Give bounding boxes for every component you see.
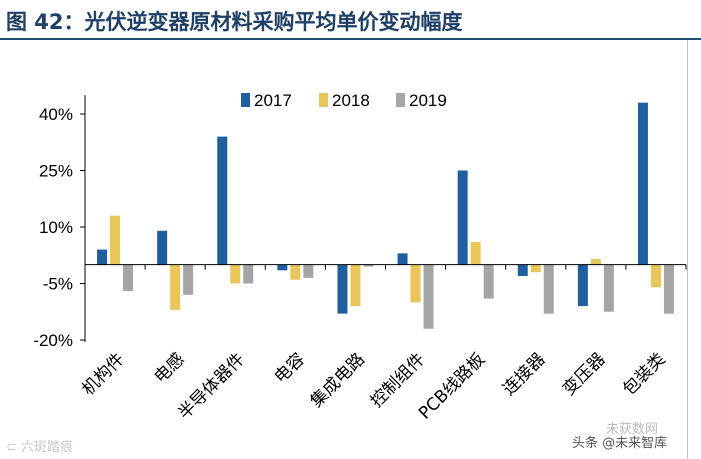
bar-2017-2 (217, 136, 228, 265)
bar-2017-6 (457, 170, 468, 265)
y-tick-label: 10% (39, 218, 73, 237)
bar-2018-3 (290, 264, 301, 280)
bar-2017-8 (577, 264, 588, 307)
y-tick-label: 25% (39, 162, 73, 181)
bar-2018-0 (110, 215, 121, 265)
y-tick-label: -5% (43, 275, 73, 294)
bar-2018-5 (410, 264, 421, 303)
chart-title: 图 42：光伏逆变器原材料采购平均单价变动幅度 (6, 10, 463, 34)
bar-2018-4 (350, 264, 361, 307)
chart-frame (0, 40, 688, 459)
title-bar: 图 42：光伏逆变器原材料采购平均单价变动幅度 (0, 0, 701, 40)
watermark-right-1: 未获数网 (606, 422, 659, 437)
bar-2019-2 (243, 264, 254, 284)
bar-2017-1 (157, 230, 168, 265)
bar-2018-9 (650, 264, 661, 288)
bar-2018-2 (230, 264, 241, 284)
bar-2017-0 (97, 249, 108, 265)
x-category-label: 连接器 (499, 349, 549, 399)
x-category-label: 控制组件 (367, 349, 429, 411)
x-category-label: 集成电路 (307, 349, 369, 411)
bar-2019-1 (183, 264, 194, 295)
bar-2019-0 (123, 264, 134, 292)
bar-2018-1 (170, 264, 181, 310)
y-axis: 40% 25% 10% -5% -20% (33, 95, 86, 350)
watermark-right-2: 头条 @未来智库 (572, 436, 668, 451)
x-category-label: 机构件 (78, 349, 128, 399)
bar-2017-5 (397, 253, 408, 265)
bar-2018-8 (590, 259, 601, 265)
legend-swatch-2018 (319, 93, 328, 107)
y-tick-label: -20% (33, 331, 73, 350)
x-category-label: 包装类 (619, 349, 669, 399)
bar-2018-7 (530, 264, 541, 273)
legend: 2017 2018 2019 (241, 91, 447, 110)
bar-2017-3 (277, 264, 288, 271)
bar-2017-9 (637, 102, 648, 265)
x-category-label: 变压器 (559, 349, 609, 399)
bars-group (97, 102, 674, 329)
bar-2019-4 (363, 264, 374, 267)
legend-swatch-2019 (396, 93, 405, 107)
legend-label-2017: 2017 (254, 91, 292, 110)
legend-label-2018: 2018 (332, 91, 370, 110)
legend-label-2019: 2019 (409, 91, 447, 110)
bar-2019-3 (303, 264, 314, 278)
bar-2019-5 (423, 264, 434, 329)
bar-2019-7 (543, 264, 554, 314)
x-category-label: 电容 (271, 349, 309, 387)
bar-2018-6 (470, 242, 481, 265)
x-category-label: PCB线路板 (415, 349, 489, 423)
watermark-left: ⊂ 六斑踏痕 (6, 440, 74, 455)
legend-swatch-2017 (241, 93, 250, 107)
bar-2017-7 (517, 264, 528, 276)
y-tick-label: 40% (39, 105, 73, 124)
bar-2019-6 (483, 264, 494, 299)
bar-2019-8 (603, 264, 614, 312)
bar-2019-9 (663, 264, 674, 314)
bar-2017-4 (337, 264, 348, 314)
x-category-label: 电感 (151, 349, 189, 387)
